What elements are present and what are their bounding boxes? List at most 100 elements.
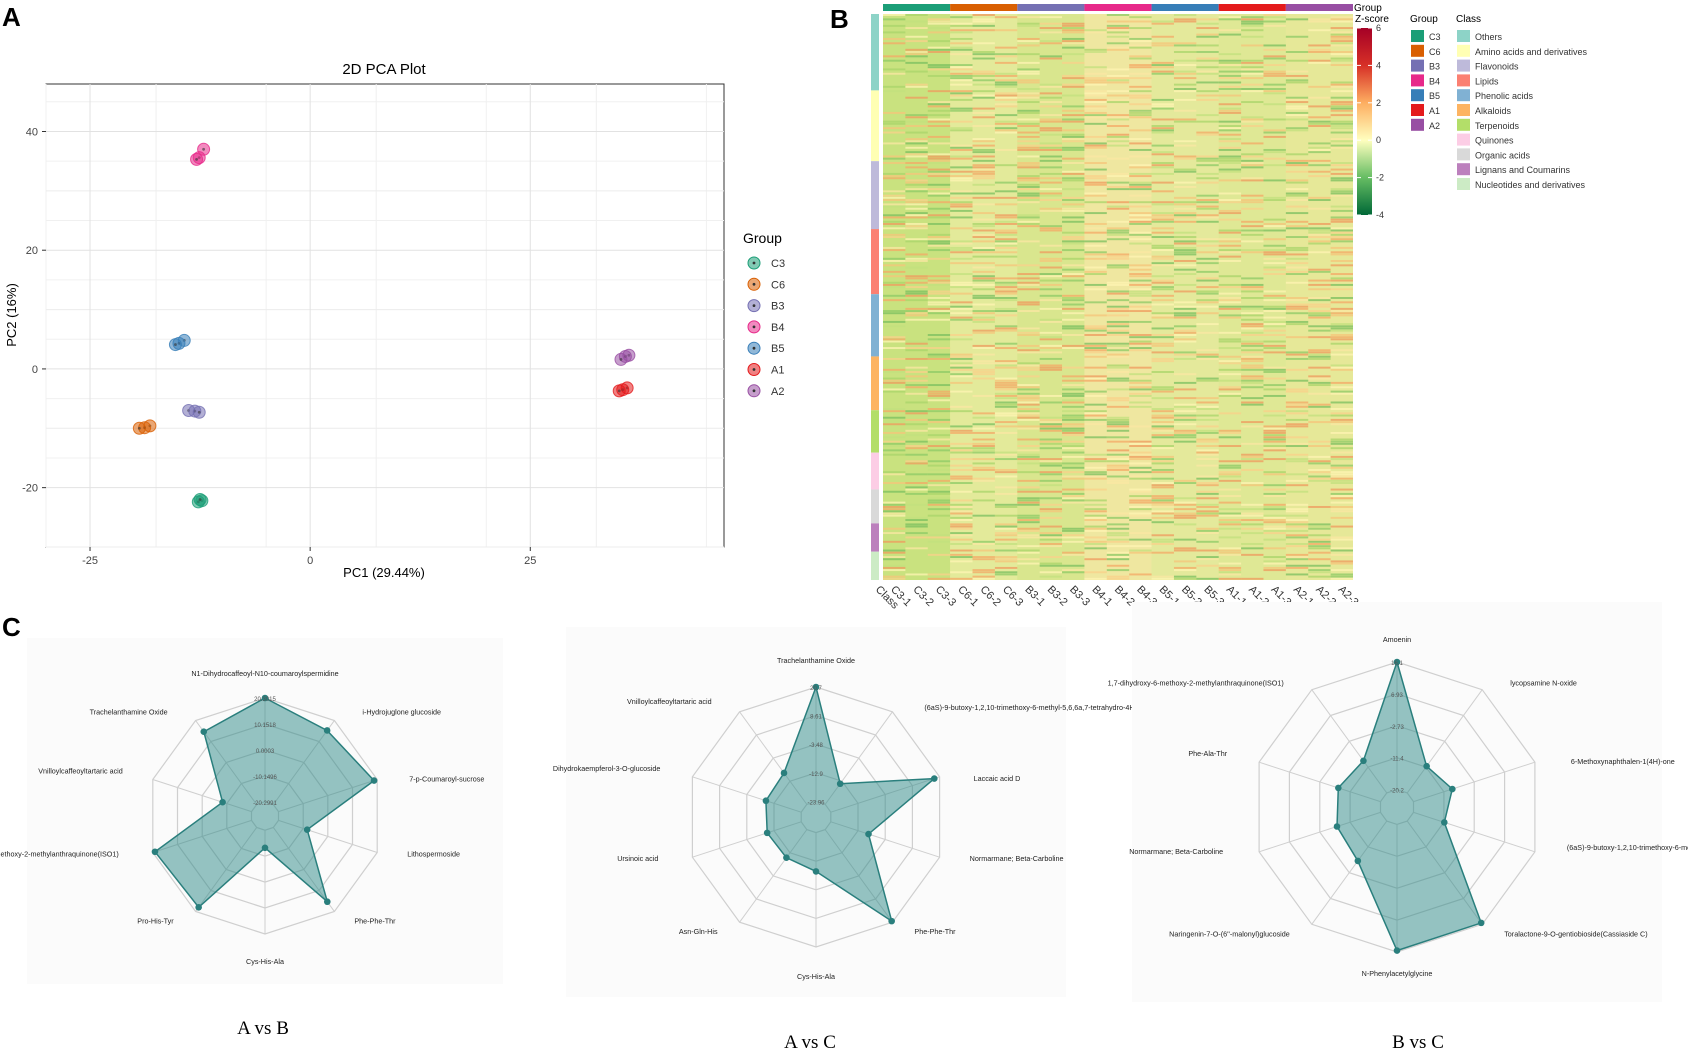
heatmap-cell [1196, 492, 1219, 495]
heatmap-cell [972, 70, 995, 73]
heatmap-cell [1241, 116, 1264, 119]
heatmap-cell [1106, 74, 1130, 77]
heatmap-cell [994, 120, 1018, 123]
heatmap-cell [972, 255, 995, 258]
heatmap-cell [1241, 366, 1264, 369]
heatmap-cell [1218, 231, 1242, 234]
heatmap-cell [1263, 151, 1286, 154]
heatmap-cell [994, 388, 1018, 391]
heatmap-cell [1241, 77, 1264, 80]
heatmap-cell [883, 508, 906, 511]
heatmap-cell [994, 560, 1018, 563]
heatmap-cell [972, 203, 995, 206]
heatmap-cell [1263, 135, 1286, 138]
heatmap-cell [994, 401, 1018, 404]
heatmap-cell [1151, 371, 1174, 373]
heatmap-cell [1330, 438, 1353, 441]
heatmap-cell [1196, 477, 1219, 480]
heatmap-cell [1263, 366, 1286, 369]
heatmap-cell [905, 440, 928, 443]
heatmap-cell [1062, 109, 1085, 112]
heatmap-cell [1330, 327, 1353, 330]
heatmap-cell [1017, 192, 1040, 195]
heatmap-cell [1151, 201, 1174, 204]
heatmap-cell [1062, 53, 1085, 56]
heatmap-cell [1084, 222, 1107, 225]
heatmap-cell [972, 144, 995, 147]
heatmap-cell [994, 421, 1018, 424]
heatmap-cell [1017, 403, 1040, 406]
heatmap-cell [1308, 381, 1331, 384]
heatmap-cell [1308, 455, 1331, 458]
heatmap-cell [972, 240, 995, 243]
heatmap-cell [1173, 88, 1197, 90]
heatmap-cell [1062, 236, 1085, 239]
heatmap-cell [1151, 144, 1174, 147]
heatmap-cell [1330, 33, 1353, 36]
heatmap-cell [1129, 310, 1152, 313]
heatmap-cell [1173, 264, 1197, 267]
heatmap-cell [1017, 101, 1040, 104]
heatmap-cell [1218, 64, 1242, 67]
radar-axis-label: Phe-Phe-Thr [354, 916, 396, 925]
heatmap-cell [1263, 24, 1286, 27]
heatmap-cell [1263, 436, 1286, 439]
heatmap-cell [1285, 205, 1309, 208]
heatmap-cell [1285, 105, 1309, 108]
heatmap-cell [950, 77, 973, 80]
heatmap-cell [1039, 275, 1063, 278]
heatmap-cell [1330, 301, 1353, 304]
heatmap-cell [1263, 129, 1286, 132]
heatmap-cell [972, 360, 995, 363]
heatmap-cell [950, 246, 973, 249]
heatmap-cell [1263, 334, 1286, 336]
pca-legend-key-center [752, 346, 756, 350]
heatmap-cell [1218, 120, 1242, 123]
heatmap-cell [1039, 120, 1063, 123]
heatmap-cell [1218, 495, 1242, 498]
heatmap-cell [1017, 277, 1040, 280]
heatmap-cell [1017, 122, 1040, 125]
heatmap-cell [1218, 109, 1242, 112]
heatmap-cell [1218, 386, 1242, 389]
heatmap-cell [950, 68, 973, 71]
heatmap-cell [1330, 205, 1353, 208]
heatmap-cell [1173, 388, 1197, 391]
heatmap-cell [972, 212, 995, 215]
heatmap-cell [1218, 29, 1242, 32]
heatmap-cell [1151, 162, 1174, 164]
heatmap-cell [1106, 20, 1130, 23]
heatmap-cell [1062, 299, 1085, 302]
heatmap-cell [1308, 297, 1331, 299]
heatmap-cell [1330, 562, 1353, 565]
heatmap-cell [1241, 368, 1264, 371]
heatmap-cell [1039, 510, 1063, 513]
heatmap-cell [1330, 251, 1353, 254]
heatmap-cell [1308, 251, 1331, 254]
heatmap-cell [1173, 357, 1197, 360]
heatmap-cell [1129, 573, 1152, 576]
heatmap-cell [1285, 336, 1309, 339]
heatmap-cell [1196, 90, 1219, 93]
heatmap-cell [1263, 525, 1286, 528]
heatmap-cell [950, 538, 973, 541]
group-legend-label: B4 [1429, 76, 1440, 86]
heatmap-cell [883, 68, 906, 71]
heatmap-cell [905, 519, 928, 522]
heatmap-cell [927, 257, 951, 260]
heatmap-cell [972, 442, 995, 445]
heatmap-cell [1084, 477, 1107, 480]
heatmap-cell [1263, 340, 1286, 343]
heatmap-cell [1308, 122, 1331, 125]
radar-scale-label: -2.73 [1390, 725, 1404, 731]
heatmap-cell [905, 314, 928, 317]
heatmap-cell [1129, 551, 1152, 554]
heatmap-cell [1330, 233, 1353, 236]
heatmap-cell [1196, 532, 1219, 535]
heatmap-cell [927, 318, 951, 321]
heatmap-cell [972, 577, 995, 580]
heatmap-cell [1285, 59, 1309, 62]
heatmap-cell [1308, 542, 1331, 545]
heatmap-cell [1263, 323, 1286, 326]
heatmap-cell [1106, 310, 1130, 313]
